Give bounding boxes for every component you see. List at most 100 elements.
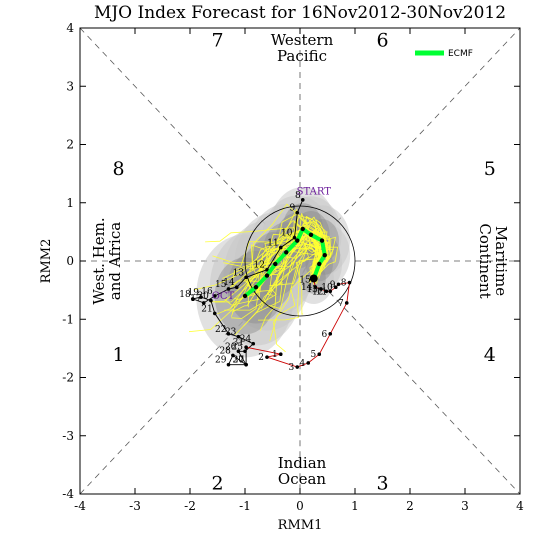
region-top-line2: Pacific: [277, 47, 327, 65]
observed-nov-point: [324, 289, 329, 294]
observed-nov-day-label: 9: [330, 280, 336, 290]
observed-oct-point: [226, 362, 231, 367]
observed-oct-day-label: 15: [215, 280, 227, 290]
phase-label: 8: [112, 158, 124, 180]
observed-oct-day-label: 30: [233, 356, 245, 366]
observed-oct-day-label: 27: [233, 356, 245, 366]
x-tick-label: 1: [351, 499, 359, 513]
observed-nov-day-label: 4: [300, 359, 306, 369]
region-left-line1: West. Hem.: [90, 217, 108, 304]
region-right-line1: Maritime: [492, 226, 510, 296]
observed-nov-point: [344, 301, 349, 305]
observed-nov-point: [265, 355, 269, 359]
observed-oct-day-label: 21: [201, 304, 212, 314]
x-tick-label: -2: [184, 499, 196, 513]
observed-oct-point: [231, 353, 235, 358]
observed-oct-point: [212, 294, 217, 298]
observed-nov-point: [336, 282, 341, 287]
y-tick-label: 2: [66, 138, 74, 152]
y-tick-label: -4: [62, 487, 74, 501]
observed-oct-point: [199, 295, 203, 299]
observed-oct-day-label: 20: [197, 292, 209, 302]
observed-nov-day-label: 14: [301, 283, 313, 293]
ecmf-forecast-point: [322, 252, 327, 258]
annotation-label: OCT: [212, 291, 235, 302]
ensemble-member-line: [269, 231, 327, 285]
y-axis-label: RMM2: [39, 239, 54, 284]
observed-oct-point: [226, 332, 231, 336]
observed-oct-point: [251, 341, 256, 346]
observed-oct-day-label: 29: [215, 356, 227, 366]
observed-nov-point: [306, 361, 311, 365]
ensemble-member-line: [266, 230, 331, 310]
observed-oct-day-label: 24: [240, 335, 252, 345]
region-right-line2: Continent: [476, 223, 494, 298]
observed-nov-day-label: 5: [311, 350, 317, 360]
observed-oct-day-label: 28: [219, 346, 231, 356]
observed-nov-day-label: 11: [316, 287, 327, 297]
observed-oct-point: [278, 245, 283, 250]
legend-label-ecmf: ECMF: [448, 49, 473, 59]
y-tick-label: 0: [66, 254, 74, 268]
observed-nov-day-label: 6: [322, 330, 328, 340]
ensemble-member-line: [231, 213, 329, 282]
observed-oct-day-label: 16: [201, 287, 213, 297]
observed-oct-day-label: 19: [188, 288, 200, 298]
observed-oct-point: [244, 275, 248, 280]
region-labels: Western Pacific Indian Ocean West. Hem. …: [90, 31, 510, 488]
ecmf-forecast-point: [295, 238, 300, 243]
observed-oct-day-label: 18: [179, 290, 191, 300]
observed-nov-point: [313, 285, 318, 290]
phase-label: 1: [112, 344, 124, 366]
observed-oct-day-label: 8: [295, 191, 301, 201]
forecast-start-point: [309, 274, 318, 283]
legend: ECMF: [415, 49, 473, 59]
observed-nov-point: [319, 287, 323, 291]
phase-label: 4: [484, 344, 496, 366]
observed-oct-point: [265, 267, 269, 272]
ecmf-forecast-point: [319, 238, 325, 243]
x-tick-label: 3: [461, 499, 469, 513]
x-tick-label: -1: [239, 499, 251, 513]
y-tick-label: -3: [62, 429, 74, 443]
observed-oct-day-label: 31: [233, 338, 244, 348]
x-tick-label: -3: [129, 499, 141, 513]
ecmf-forecast-point: [308, 232, 314, 237]
observed-oct-day-label: 12: [254, 261, 265, 271]
observed-oct-point: [236, 334, 241, 339]
observed-oct-day-label: 11: [267, 239, 278, 249]
observed-oct-day-label: 23: [225, 328, 237, 338]
x-tick-label: 4: [516, 499, 524, 513]
region-top-line1: Western: [271, 31, 334, 49]
x-tick-label: 0: [296, 499, 304, 513]
phase-label: 6: [376, 30, 388, 52]
region-left-line2: and Africa: [106, 222, 124, 300]
observed-nov-point: [317, 352, 322, 357]
ensemble-member-line: [217, 227, 329, 315]
observed-nov-day-label: 10: [321, 283, 333, 293]
x-tick-label: 2: [406, 499, 414, 513]
observed-nov-point: [347, 280, 352, 285]
observed-oct-day-label: 26: [225, 342, 237, 352]
observed-nov-point: [295, 365, 300, 369]
observed-nov-day-label: 13: [306, 285, 318, 295]
ecmf-forecast-point: [242, 293, 248, 299]
observed-nov-day-label: 8: [341, 279, 347, 289]
observed-oct-point: [201, 301, 206, 305]
ecmf-forecast-point: [264, 273, 270, 278]
observed-nov-point: [278, 352, 283, 357]
ecmf-forecast-point: [300, 226, 305, 232]
phase-label: 7: [211, 30, 223, 52]
phase-label: 3: [376, 472, 388, 494]
observed-nov-day-label: 3: [289, 363, 295, 373]
observed-oct-point: [212, 311, 217, 316]
ecmf-forecast-point: [317, 261, 322, 267]
y-tick-label: -1: [62, 312, 74, 326]
observed-nov-line: [246, 279, 351, 368]
observed-oct-line: [191, 199, 304, 366]
observed-nov-day-label: 7: [338, 299, 344, 309]
y-tick-label: 3: [66, 79, 74, 93]
observed-oct-point: [244, 362, 248, 367]
ecmf-forecast-point: [273, 261, 278, 267]
